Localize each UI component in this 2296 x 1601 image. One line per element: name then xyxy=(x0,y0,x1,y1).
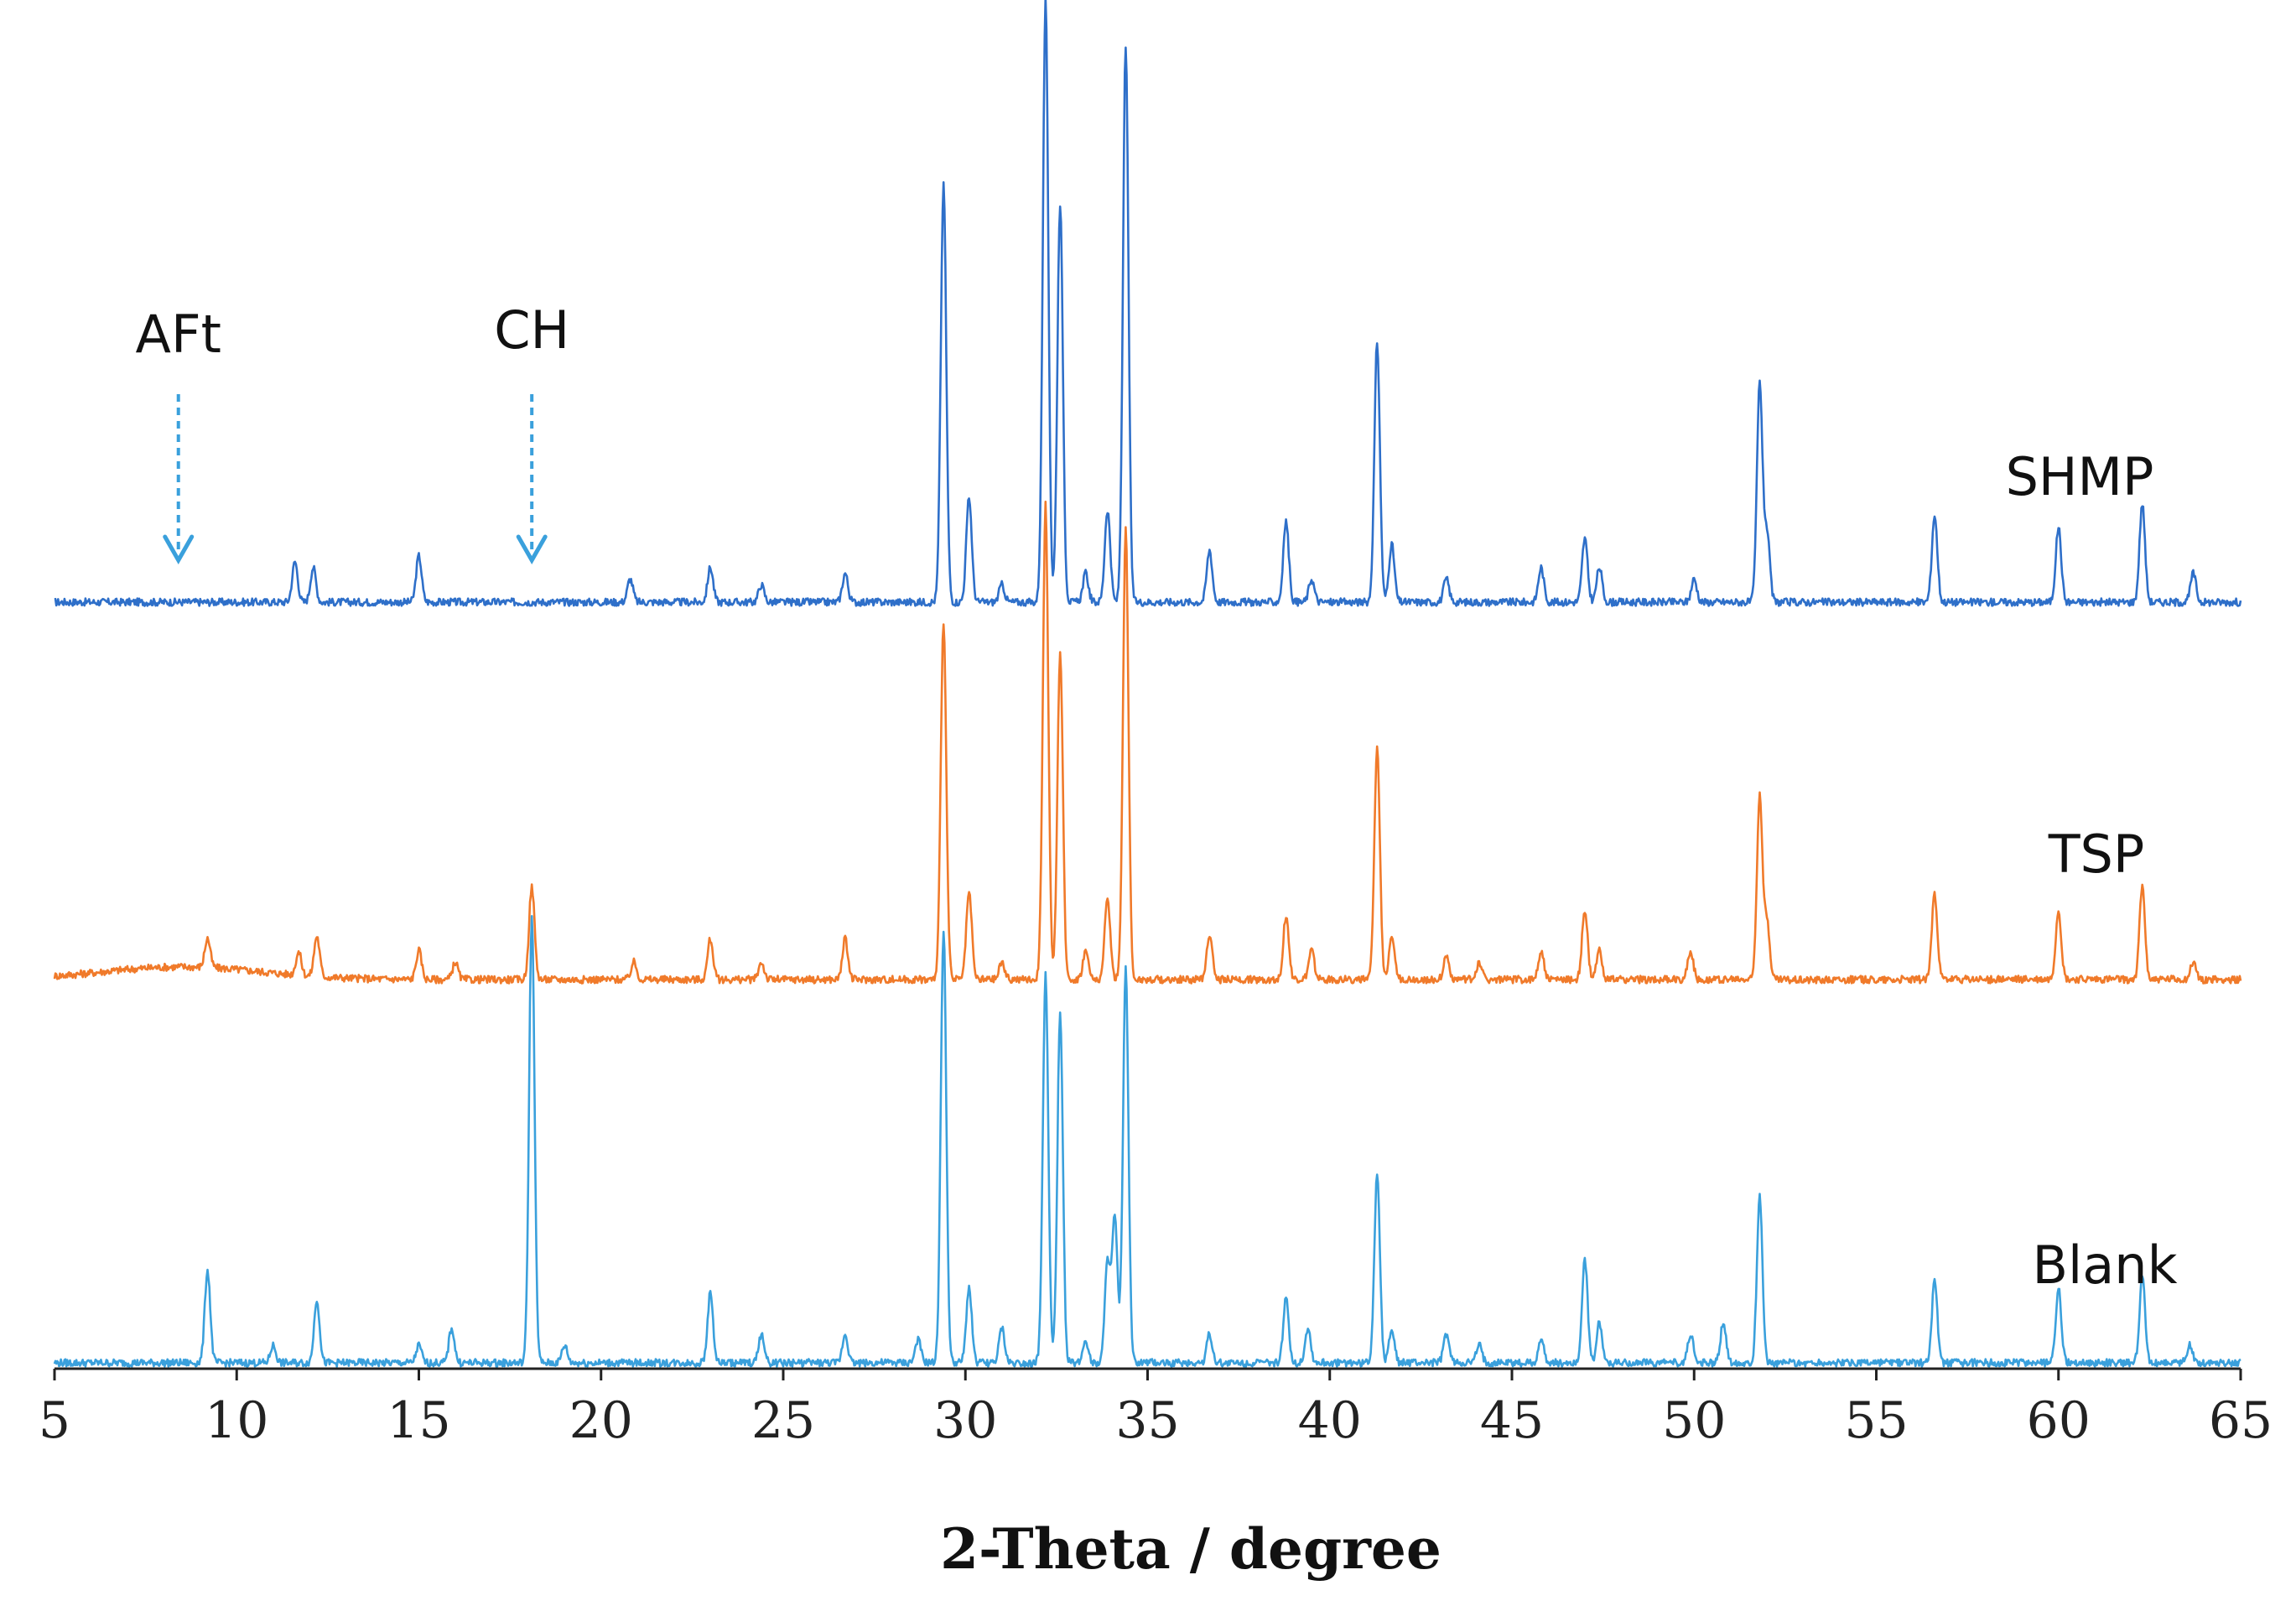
x-tick-label: 60 xyxy=(2027,1391,2091,1450)
x-tick-label: 55 xyxy=(1844,1391,1908,1450)
x-tick-label: 25 xyxy=(751,1391,815,1450)
series-line-tsp xyxy=(53,500,2242,985)
series-line-blank xyxy=(53,915,2241,1368)
x-tick-label: 10 xyxy=(205,1391,268,1450)
series-label-shmp: SHMP xyxy=(2006,446,2154,507)
x-tick-label: 5 xyxy=(39,1391,70,1450)
x-tick-label: 30 xyxy=(933,1391,997,1450)
x-axis: 5 10 15 20 25 30 35 40 45 50 55 60 65 xyxy=(39,1367,2273,1450)
x-tick-label: 15 xyxy=(387,1391,450,1450)
annotation-label-ch: CH xyxy=(494,299,569,361)
x-axis-title: 2-Theta / degree xyxy=(940,1516,1441,1582)
series-label-tsp: TSP xyxy=(2048,824,2145,885)
annotation-arrowhead-aft xyxy=(163,534,195,565)
series-label-blank: Blank xyxy=(2033,1235,2178,1296)
x-tick-label: 65 xyxy=(2209,1391,2273,1450)
annotation-layer: AFt CH xyxy=(136,299,569,565)
x-tick-label: 20 xyxy=(569,1391,633,1450)
x-tick-label: 35 xyxy=(1115,1391,1179,1450)
x-tick-label: 45 xyxy=(1480,1391,1544,1450)
annotation-label-aft: AFt xyxy=(136,304,221,365)
series-line-shmp xyxy=(54,0,2242,607)
annotation-arrowhead-ch xyxy=(516,534,548,565)
x-tick-label: 50 xyxy=(1662,1391,1726,1450)
series-layer: SHMP TSP Blank xyxy=(53,0,2242,1368)
x-tick-label: 40 xyxy=(1298,1391,1362,1450)
